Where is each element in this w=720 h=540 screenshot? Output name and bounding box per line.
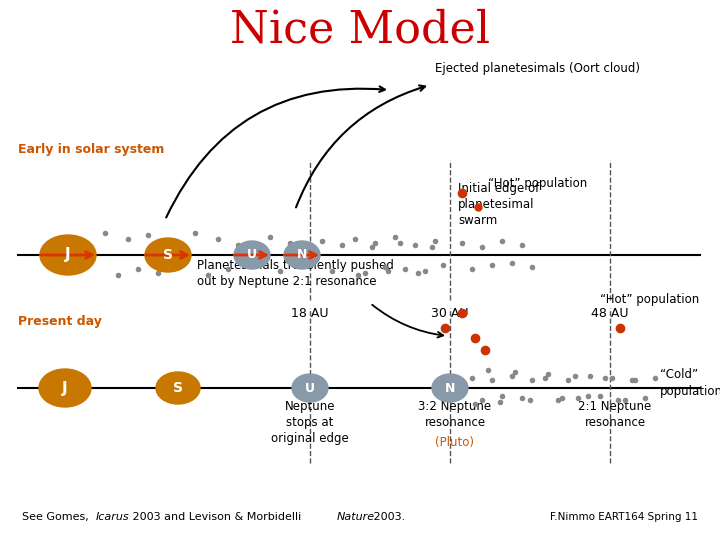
Text: 18 AU: 18 AU (292, 307, 329, 320)
Text: “Cold”
population: “Cold” population (660, 368, 720, 397)
Ellipse shape (156, 372, 200, 404)
Text: Neptune
stops at
original edge: Neptune stops at original edge (271, 400, 349, 445)
Text: Initial edge of
planetesimal
swarm: Initial edge of planetesimal swarm (458, 182, 539, 227)
Text: “Hot” population: “Hot” population (600, 294, 699, 307)
Text: 3:2 Neptune
resonance: 3:2 Neptune resonance (418, 400, 492, 429)
Text: 2:1 Neptune
resonance: 2:1 Neptune resonance (578, 400, 652, 429)
Text: Icarus: Icarus (96, 512, 130, 522)
Text: N: N (445, 381, 455, 395)
Text: Nature: Nature (337, 512, 375, 522)
Text: J: J (66, 247, 71, 262)
Text: U: U (305, 381, 315, 395)
Ellipse shape (432, 374, 468, 402)
Text: (Pluto): (Pluto) (436, 436, 474, 449)
Text: Nice Model: Nice Model (230, 9, 490, 52)
Text: F.Nimmo EART164 Spring 11: F.Nimmo EART164 Spring 11 (550, 512, 698, 522)
Text: Early in solar system: Early in solar system (18, 144, 164, 157)
Ellipse shape (39, 369, 91, 407)
Text: 2003 and Levison & Morbidelli: 2003 and Levison & Morbidelli (129, 512, 305, 522)
Text: Ejected planetesimals (Oort cloud): Ejected planetesimals (Oort cloud) (435, 62, 640, 75)
Ellipse shape (292, 374, 328, 402)
Text: Planetesimals transiently pushed
out by Neptune 2:1 resonance: Planetesimals transiently pushed out by … (197, 259, 393, 288)
Text: 2003.: 2003. (370, 512, 405, 522)
Text: 48 AU: 48 AU (591, 307, 629, 320)
Text: N: N (297, 248, 307, 261)
Ellipse shape (145, 238, 191, 272)
Ellipse shape (284, 241, 320, 269)
Ellipse shape (234, 241, 270, 269)
Text: Present day: Present day (18, 315, 102, 328)
Text: S: S (163, 248, 173, 262)
Text: See Gomes,: See Gomes, (22, 512, 92, 522)
Text: S: S (173, 381, 183, 395)
Ellipse shape (40, 235, 96, 275)
Text: J: J (62, 381, 68, 395)
Text: U: U (247, 248, 257, 261)
Text: “Hot” population: “Hot” population (488, 177, 588, 190)
Text: 30 AU: 30 AU (431, 307, 469, 320)
